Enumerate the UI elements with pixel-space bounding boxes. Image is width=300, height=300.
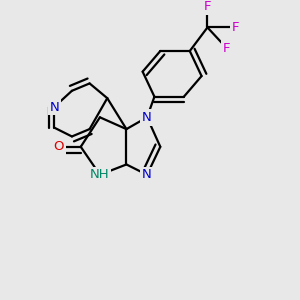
Text: F: F [204,0,211,13]
Text: O: O [53,140,64,153]
Text: NH: NH [90,168,110,181]
Text: N: N [142,111,152,124]
Text: N: N [142,168,152,181]
Text: F: F [223,42,230,55]
Text: F: F [232,21,239,34]
Text: N: N [50,100,59,113]
